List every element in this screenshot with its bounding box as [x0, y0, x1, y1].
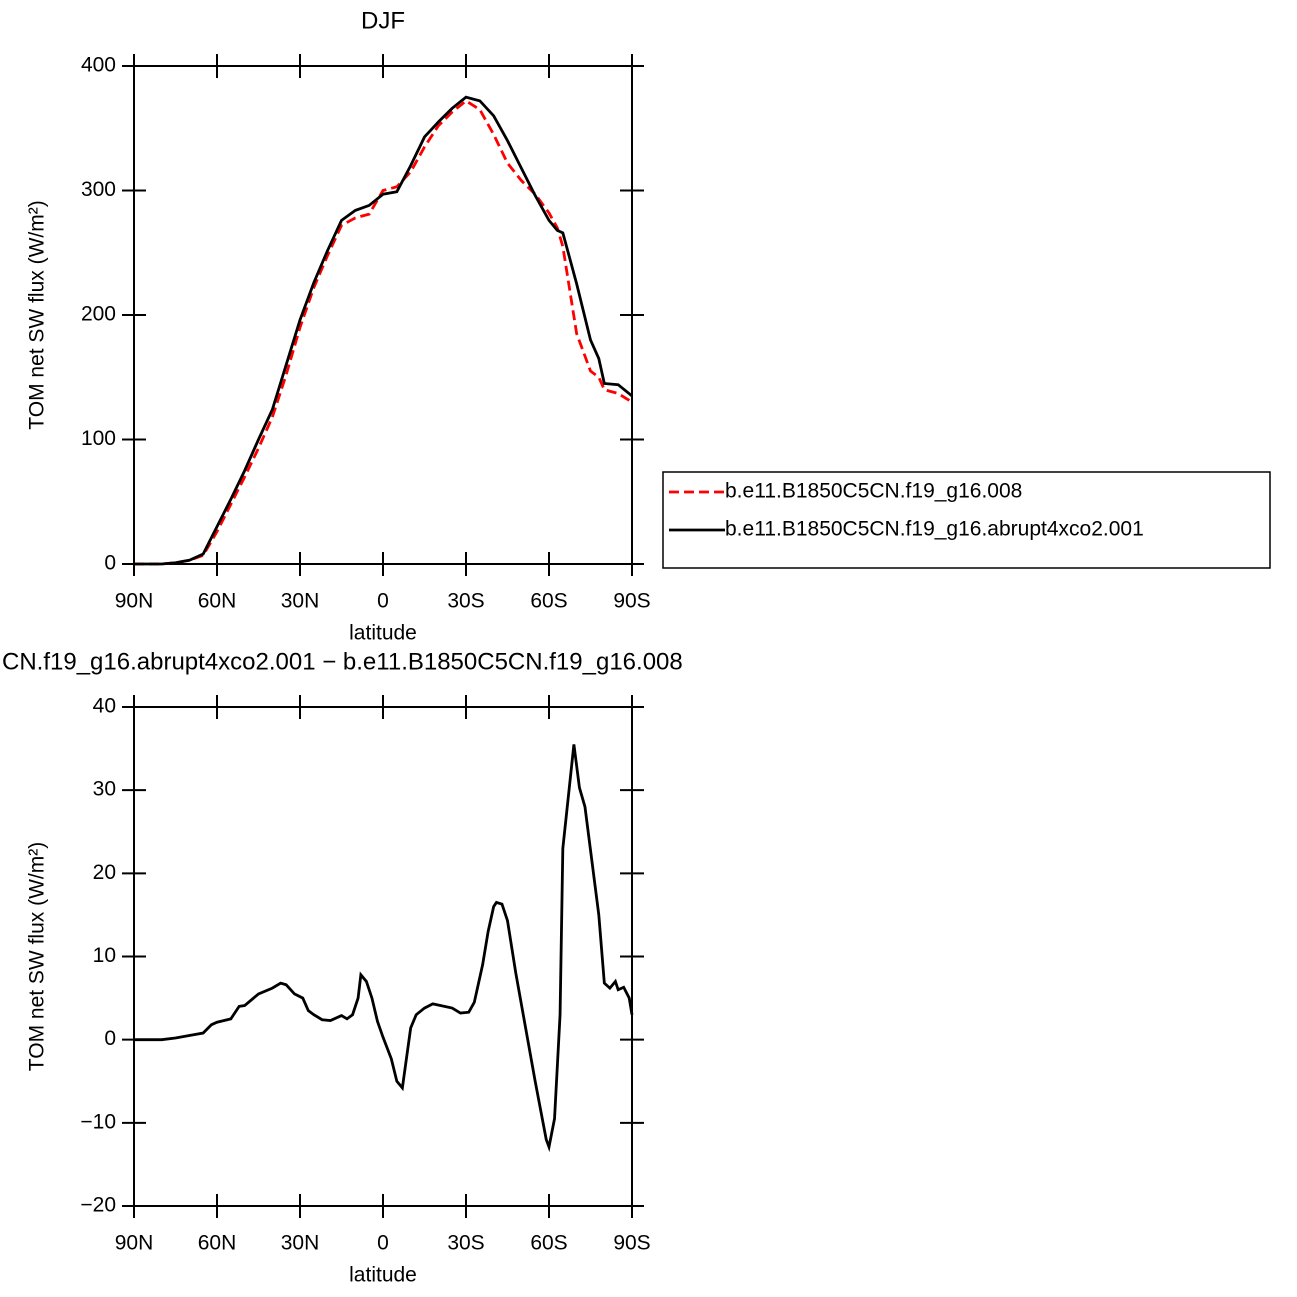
x-tick-label: 0	[377, 1232, 389, 1255]
x-tick-label: 60N	[198, 590, 237, 613]
plot-frame	[133, 706, 633, 1207]
x-tick-label: 60S	[530, 1232, 567, 1255]
y-tick-label: 300	[81, 178, 116, 201]
y-tick-label: 10	[93, 944, 116, 967]
y-tick-label: −10	[80, 1110, 116, 1133]
series-line	[134, 95, 633, 566]
x-axis-title: latitude	[349, 622, 417, 645]
y-tick-label: 0	[104, 1027, 116, 1050]
y-tick-label: 40	[93, 695, 116, 718]
y-tick-label: 400	[81, 54, 116, 77]
x-tick-label: 0	[377, 590, 389, 613]
y-tick-label: 20	[93, 861, 116, 884]
legend-label: b.e11.B1850C5CN.f19_g16.008	[725, 480, 1022, 503]
y-tick-label: 200	[81, 303, 116, 326]
x-tick-label: 30N	[281, 590, 320, 613]
legend-label: b.e11.B1850C5CN.f19_g16.abrupt4xco2.001	[725, 518, 1144, 541]
y-tick-label: 100	[81, 427, 116, 450]
y-axis-title: TOM net SW flux (W/m²)	[26, 842, 49, 1071]
x-tick-label: 60N	[198, 1232, 237, 1255]
x-tick-label: 30S	[447, 1232, 484, 1255]
y-tick-label: −20	[80, 1194, 116, 1217]
y-axis-title: TOM net SW flux (W/m²)	[26, 200, 49, 429]
x-tick-label: 30S	[447, 590, 484, 613]
plot-frame	[133, 65, 633, 565]
x-tick-label: 90S	[613, 590, 650, 613]
series-line	[134, 744, 634, 1153]
x-tick-label: 60S	[530, 590, 567, 613]
x-tick-label: 90N	[115, 590, 154, 613]
chart-title: CN.f19_g16.abrupt4xco2.001 − b.e11.B1850…	[2, 648, 683, 675]
series-line	[134, 99, 633, 566]
y-tick-label: 30	[93, 778, 116, 801]
y-tick-label: 0	[104, 552, 116, 575]
chart-title: DJF	[361, 7, 405, 34]
x-tick-label: 90S	[613, 1232, 650, 1255]
x-axis-title: latitude	[349, 1264, 417, 1287]
legend-box	[662, 471, 1271, 569]
x-tick-label: 30N	[281, 1232, 320, 1255]
x-tick-label: 90N	[115, 1232, 154, 1255]
